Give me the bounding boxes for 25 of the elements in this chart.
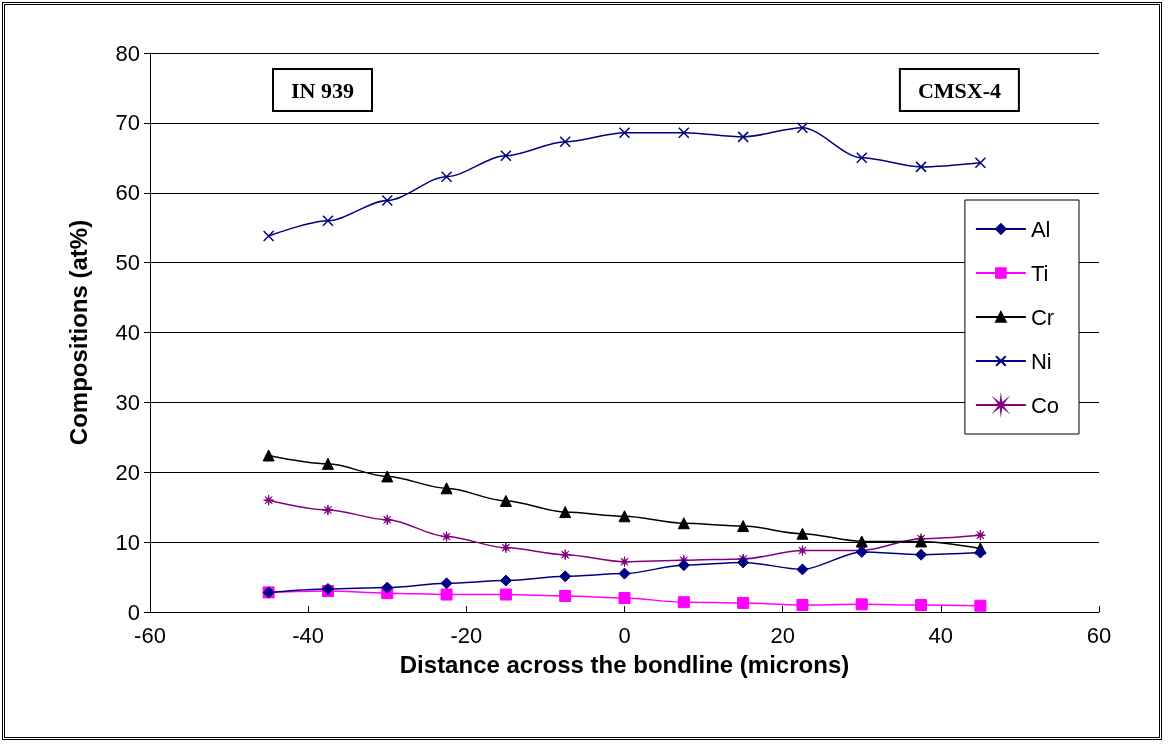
x-axis-title: Distance across the bondline (microns): [399, 650, 850, 678]
x-tick-label: 0: [618, 622, 631, 648]
x-tick-label: -60: [134, 622, 166, 648]
legend-label: Ni: [1030, 348, 1052, 374]
legend-label: Ti: [1030, 260, 1049, 286]
legend-label: Cr: [1030, 304, 1055, 330]
legend-label: Co: [1030, 392, 1059, 418]
annotation: IN 939: [291, 77, 354, 103]
y-tick-label: 80: [115, 40, 140, 66]
legend-label: Al: [1030, 216, 1051, 242]
y-tick-label: 20: [115, 459, 140, 485]
y-tick-label: 70: [115, 110, 140, 136]
y-tick-label: 30: [115, 389, 140, 415]
x-tick-label: -20: [450, 622, 483, 648]
y-tick-label: 10: [115, 529, 140, 555]
x-tick-label: 20: [770, 622, 795, 648]
y-axis-title: Compositions (at%): [64, 219, 92, 446]
x-tick-label: -40: [292, 622, 325, 648]
y-tick-label: 50: [115, 250, 140, 276]
y-tick-label: 0: [127, 599, 140, 625]
y-tick-label: 40: [115, 320, 140, 345]
x-tick-label: 40: [928, 622, 954, 648]
y-tick-label: 60: [115, 180, 140, 206]
annotation: CMSX-4: [917, 77, 1002, 103]
x-tick-label: 60: [1086, 622, 1112, 648]
